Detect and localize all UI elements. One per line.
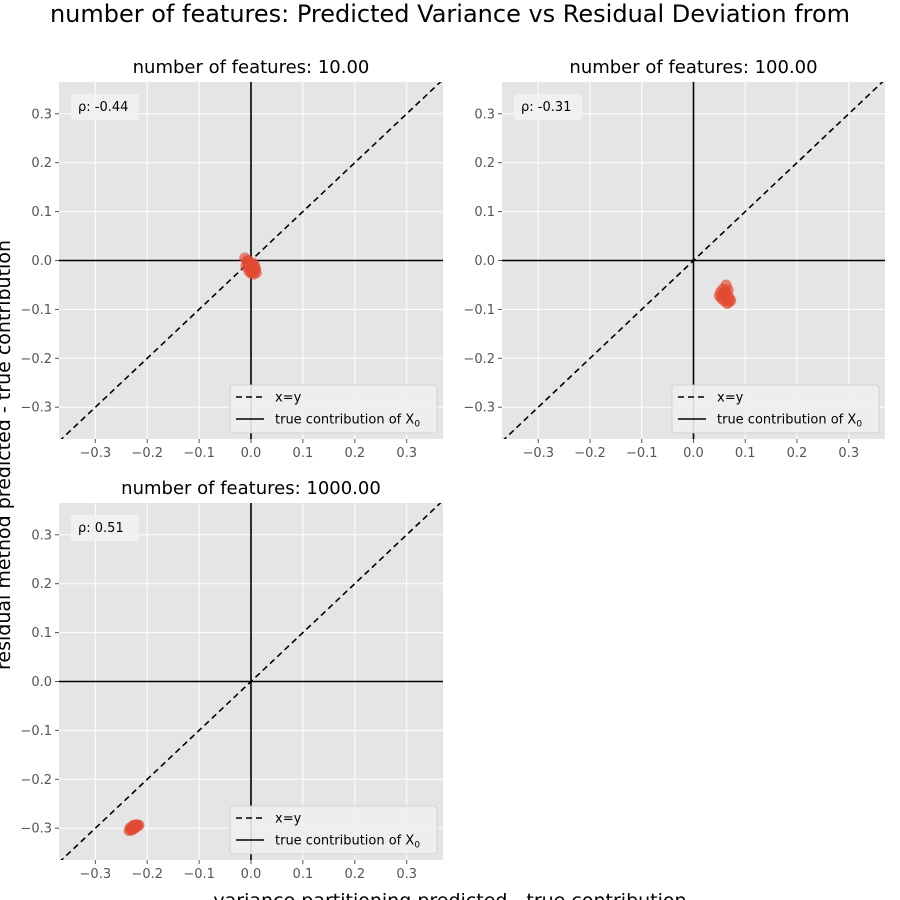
subplot-1: −0.3 −0.2 −0.1 0.0 0.1 0.2 0.3 −0.3 −0.2 −0.1 0.0 0… (20, 57, 443, 461)
scatter-point (128, 819, 140, 831)
y-tick-label: 0.1 (31, 626, 52, 641)
y-tick-label: 0.1 (474, 205, 495, 220)
y-tick-label: 0.3 (31, 107, 52, 122)
y-tick-label: 0.2 (474, 156, 495, 171)
legend-true-label: true contribution of X0 (275, 834, 420, 851)
scatter-point (720, 291, 732, 303)
correlation-annotation: ρ: -0.44 (71, 94, 139, 120)
x-tick-label: 0.3 (396, 867, 417, 882)
plot-content (59, 503, 443, 860)
y-tick-label: −0.3 (20, 401, 52, 416)
correlation-annotation: ρ: -0.31 (514, 94, 582, 120)
y-tick-label: −0.3 (20, 822, 52, 837)
plot-content (502, 82, 885, 439)
subplot-2: −0.3 −0.2 −0.1 0.0 0.1 0.2 0.3 −0.3 −0.2 −0.1 0.0 0… (463, 57, 885, 461)
legend-true-label: true contribution of X0 (275, 413, 420, 430)
legend-identity-label: x=y (275, 812, 302, 827)
legend: x=y true contribution of X0 (229, 384, 438, 434)
legend-identity-label: x=y (275, 391, 302, 406)
subplot-3: −0.3 −0.2 −0.1 0.0 0.1 0.2 0.3 −0.3 −0.2 −0.1 0.0 0… (20, 478, 443, 882)
y-tick-label: −0.2 (20, 352, 52, 367)
subplot-title: number of features: 10.00 (133, 57, 370, 78)
x-tick-label: −0.1 (183, 446, 215, 461)
x-tick-label: −0.2 (574, 446, 606, 461)
legend-true-subscript: 0 (414, 420, 420, 430)
y-tick-label: −0.3 (463, 401, 495, 416)
figure-suptitle: number of features: Predicted Variance v… (50, 0, 850, 28)
x-tick-label: 0.2 (344, 867, 365, 882)
x-tick-label: −0.3 (80, 867, 112, 882)
y-tick-label: 0.3 (474, 107, 495, 122)
scatter-point (246, 261, 258, 273)
y-tick-label: −0.1 (20, 303, 52, 318)
y-tick-label: 0.2 (31, 156, 52, 171)
x-tick-label: −0.2 (131, 446, 163, 461)
subplot-grid: −0.3 −0.2 −0.1 0.0 0.1 0.2 0.3 −0.3 −0.2 −0.1 0.0 0… (20, 57, 885, 882)
x-tick-label: 0.1 (293, 867, 314, 882)
legend: x=y true contribution of X0 (671, 384, 880, 434)
x-tick-label: 0.0 (241, 446, 262, 461)
legend: x=y true contribution of X0 (229, 805, 438, 855)
y-tick-label: 0.0 (31, 254, 52, 269)
legend-box (229, 805, 438, 855)
y-tick-label: −0.1 (20, 724, 52, 739)
x-tick-label: −0.1 (626, 446, 658, 461)
annotation-box (514, 94, 582, 120)
x-tick-label: 0.1 (735, 446, 756, 461)
subplot-title: number of features: 100.00 (569, 57, 817, 78)
legend-true-label: true contribution of X0 (717, 413, 862, 430)
y-tick-label: 0.0 (474, 254, 495, 269)
figure-ylabel: residual method predicted - true contrib… (0, 240, 15, 670)
x-tick-label: 0.3 (838, 446, 859, 461)
y-tick-label: 0.1 (31, 205, 52, 220)
legend-true-subscript: 0 (414, 841, 420, 851)
x-tick-label: 0.1 (293, 446, 314, 461)
figure-xlabel: variance partitioning predicted - true c… (213, 890, 686, 900)
x-tick-label: −0.1 (183, 867, 215, 882)
x-tick-label: −0.2 (131, 867, 163, 882)
x-tick-label: 0.0 (683, 446, 704, 461)
annotation-text: ρ: -0.31 (521, 100, 571, 115)
y-tick-label: −0.2 (463, 352, 495, 367)
annotation-text: ρ: 0.51 (78, 521, 124, 536)
x-tick-label: −0.3 (80, 446, 112, 461)
y-tick-label: −0.1 (463, 303, 495, 318)
legend-identity-label: x=y (717, 391, 744, 406)
annotation-box (71, 515, 139, 541)
annotation-text: ρ: -0.44 (78, 100, 128, 115)
y-tick-label: 0.2 (31, 577, 52, 592)
y-tick-label: 0.3 (31, 528, 52, 543)
x-tick-label: 0.2 (344, 446, 365, 461)
x-tick-label: 0.0 (241, 867, 262, 882)
correlation-annotation: ρ: 0.51 (71, 515, 139, 541)
x-tick-label: 0.3 (396, 446, 417, 461)
plot-content (59, 82, 443, 439)
legend-box (671, 384, 880, 434)
y-tick-label: −0.2 (20, 773, 52, 788)
annotation-box (71, 94, 139, 120)
x-tick-label: −0.3 (522, 446, 554, 461)
y-tick-label: 0.0 (31, 675, 52, 690)
x-tick-label: 0.2 (787, 446, 808, 461)
subplot-title: number of features: 1000.00 (121, 478, 381, 499)
legend-box (229, 384, 438, 434)
legend-true-subscript: 0 (856, 420, 862, 430)
